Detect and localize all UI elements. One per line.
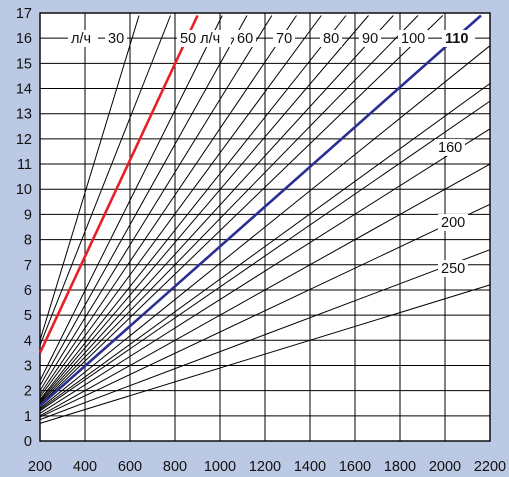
x-tick-label: 1800 bbox=[384, 459, 416, 475]
flow-label-80-bg bbox=[320, 30, 342, 47]
x-tick-label: 600 bbox=[118, 459, 142, 475]
x-tick-label: 1600 bbox=[339, 459, 371, 475]
series-line bbox=[39, 15, 171, 346]
y-tick-label: 2 bbox=[24, 384, 32, 400]
y-tick-label: 16 bbox=[16, 31, 32, 47]
flow-label-160-bg bbox=[435, 139, 465, 156]
y-tick-label: 1 bbox=[24, 409, 32, 425]
flow-label-30-bg bbox=[105, 30, 127, 47]
series-line bbox=[39, 15, 322, 398]
series-line-30 bbox=[39, 15, 140, 341]
series-line-60 bbox=[39, 15, 248, 386]
flow-label-60: 60 bbox=[237, 31, 253, 47]
flow-label-70-bg bbox=[273, 30, 295, 47]
flow-label-200-bg bbox=[438, 214, 468, 231]
x-tick-label: 1200 bbox=[249, 459, 281, 475]
flow-labels: л/ч 30 50 л/ч 60 70 80 90 100 110 160 200 250 bbox=[68, 30, 475, 277]
flow-label-160: 160 bbox=[438, 140, 462, 156]
flow-label-30: 30 bbox=[108, 31, 124, 47]
x-tick-label: 400 bbox=[73, 459, 97, 475]
flow-label-50: 50 л/ч bbox=[180, 31, 220, 47]
series-line bbox=[39, 284, 491, 424]
y-tick-label: 17 bbox=[16, 6, 32, 22]
series-line-200 bbox=[39, 203, 491, 418]
x-tick-label: 1400 bbox=[294, 459, 326, 475]
y-tick-label: 9 bbox=[24, 207, 32, 223]
flow-label-200: 200 bbox=[441, 215, 465, 231]
series-line bbox=[39, 15, 369, 402]
y-tick-label: 13 bbox=[16, 107, 32, 123]
unit-label: л/ч bbox=[71, 31, 91, 47]
y-tick-label: 8 bbox=[24, 233, 32, 249]
y-tick-label: 6 bbox=[24, 283, 32, 299]
x-tick-label: 2000 bbox=[429, 459, 461, 475]
y-tick-label: 0 bbox=[24, 434, 32, 450]
flow-label-50-bg bbox=[177, 30, 231, 47]
flow-label-250-bg bbox=[438, 260, 468, 277]
series-line-50 bbox=[39, 15, 223, 381]
series-line-250 bbox=[39, 249, 491, 421]
series-line-110-blue bbox=[39, 14, 482, 407]
series-lines bbox=[38, 14, 491, 424]
x-tick-label: 200 bbox=[28, 459, 52, 475]
y-tick-label: 14 bbox=[16, 82, 32, 98]
series-line-70 bbox=[39, 15, 297, 395]
flow-label-60-bg bbox=[234, 30, 256, 47]
flow-label-100: 100 bbox=[401, 31, 425, 47]
y-tick-label: 7 bbox=[24, 258, 32, 274]
series-line-160 bbox=[39, 128, 491, 414]
series-line bbox=[39, 83, 491, 410]
series-line-80 bbox=[39, 15, 347, 400]
y-tick-label: 10 bbox=[16, 182, 32, 198]
flow-label-90: 90 bbox=[362, 31, 378, 47]
y-tick-label: 11 bbox=[17, 157, 32, 173]
series-line-100 bbox=[39, 15, 419, 404]
y-tick-label: 4 bbox=[24, 333, 32, 349]
flow-label-250: 250 bbox=[441, 261, 465, 277]
flow-label-110-bg bbox=[442, 30, 475, 47]
y-tick-label: 15 bbox=[16, 56, 32, 72]
series-line bbox=[39, 100, 491, 412]
series-line bbox=[39, 15, 444, 405]
flow-label-110: 110 bbox=[445, 31, 468, 47]
series-line bbox=[39, 15, 273, 391]
flow-label-80: 80 bbox=[323, 31, 339, 47]
series-line-90 bbox=[39, 15, 394, 403]
series-line-red bbox=[38, 14, 199, 354]
flow-label-90-bg bbox=[359, 30, 381, 47]
y-tick-label: 12 bbox=[16, 132, 32, 148]
unit-label-bg bbox=[68, 30, 98, 47]
x-tick-label: 2200 bbox=[474, 459, 506, 475]
series-line bbox=[39, 163, 491, 417]
flow-label-70: 70 bbox=[276, 31, 292, 47]
y-tick-label: 5 bbox=[24, 308, 32, 324]
flow-label-100-bg bbox=[398, 30, 428, 47]
x-tick-label: 1000 bbox=[204, 459, 236, 475]
y-tick-label: 3 bbox=[24, 358, 32, 374]
x-tick-label: 800 bbox=[163, 459, 187, 475]
series-line bbox=[39, 45, 491, 409]
